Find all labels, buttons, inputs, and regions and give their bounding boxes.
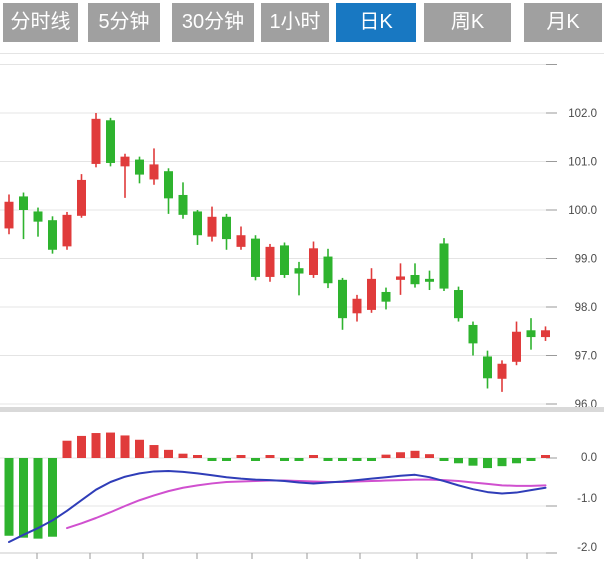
candle-body bbox=[410, 274, 420, 285]
candle-body bbox=[120, 156, 130, 167]
candle-body bbox=[294, 268, 304, 274]
macd-histogram-bar bbox=[338, 458, 347, 461]
macd-histogram-bar bbox=[497, 458, 507, 467]
tab-30min[interactable]: 30分钟 bbox=[172, 3, 254, 42]
price-axis-label: 101.0 bbox=[568, 157, 597, 169]
macd-histogram-bar bbox=[106, 432, 115, 458]
candle-body bbox=[62, 214, 72, 247]
macd-histogram-bar bbox=[512, 458, 521, 464]
tab-monthly-k[interactable]: 月K bbox=[524, 3, 602, 42]
candle-body bbox=[4, 201, 14, 229]
macd-histogram-bar bbox=[309, 455, 318, 458]
candle-body bbox=[19, 196, 28, 210]
macd-histogram-bar bbox=[222, 458, 231, 461]
candle-body bbox=[207, 216, 217, 237]
price-axis-label: 99.0 bbox=[575, 254, 597, 266]
candle-body bbox=[265, 246, 275, 277]
macd-histogram-bar bbox=[541, 455, 550, 458]
macd-histogram-bar bbox=[323, 458, 333, 461]
candle-body bbox=[33, 211, 43, 222]
candle-body bbox=[439, 243, 449, 289]
macd-histogram-bar bbox=[280, 458, 289, 461]
candle-body bbox=[367, 278, 376, 310]
candle-body bbox=[526, 330, 536, 338]
candle-body bbox=[454, 290, 463, 319]
macd-histogram-bar bbox=[91, 433, 101, 458]
candle-body bbox=[483, 356, 492, 379]
candle-body bbox=[425, 278, 434, 282]
macd-histogram-bar bbox=[468, 458, 478, 466]
candle-body bbox=[280, 245, 289, 275]
candle-body bbox=[193, 211, 202, 236]
tab-weekly-k[interactable]: 周K bbox=[424, 3, 511, 42]
candle-body bbox=[251, 238, 260, 277]
tab-fenshixian[interactable]: 分时线 bbox=[3, 3, 78, 42]
macd-histogram-bar bbox=[381, 454, 391, 458]
macd-axis-label: -1.0 bbox=[577, 493, 597, 505]
macd-histogram-bar bbox=[48, 458, 57, 537]
macd-histogram-bar bbox=[33, 458, 43, 539]
macd-histogram-bar bbox=[410, 450, 420, 458]
candle-body bbox=[338, 279, 347, 319]
price-axis-label: 98.0 bbox=[575, 302, 597, 314]
candle-body bbox=[323, 256, 333, 284]
macd-histogram-bar bbox=[149, 445, 159, 458]
macd-histogram-bar bbox=[265, 455, 275, 458]
candle-body bbox=[541, 330, 550, 338]
macd-histogram-bar bbox=[425, 454, 434, 458]
macd-histogram-bar bbox=[135, 439, 144, 458]
macd-histogram-bar bbox=[367, 458, 376, 461]
candle-body bbox=[497, 363, 507, 379]
macd-histogram-bar bbox=[396, 452, 405, 458]
kline-macd-svg: 102.0101.0100.099.098.097.096.00.0-1.0-2… bbox=[0, 53, 604, 559]
price-axis-label: 102.0 bbox=[568, 108, 597, 120]
tab-daily-k[interactable]: 日K bbox=[336, 3, 416, 42]
candle-body bbox=[135, 159, 144, 175]
candle-body bbox=[164, 171, 173, 199]
macd-histogram-bar bbox=[164, 449, 173, 458]
price-axis-label: 100.0 bbox=[568, 205, 597, 217]
timeframe-tab-bar: 分时线 5分钟 30分钟 1小时 日K 周K 月K bbox=[3, 3, 602, 42]
dea-line bbox=[66, 478, 547, 530]
candle-body bbox=[381, 291, 391, 302]
macd-axis-label: 0.0 bbox=[581, 452, 597, 464]
candle-body bbox=[396, 276, 405, 280]
macd-histogram-bar bbox=[526, 458, 536, 461]
candle-body bbox=[468, 324, 478, 344]
macd-histogram-bar bbox=[251, 458, 260, 461]
macd-histogram-bar bbox=[352, 458, 362, 461]
macd-histogram-bar bbox=[77, 435, 86, 458]
candle-body bbox=[149, 164, 159, 180]
candle-body bbox=[48, 220, 57, 250]
macd-histogram-bar bbox=[439, 458, 449, 461]
macd-histogram-bar bbox=[454, 458, 463, 464]
candle-body bbox=[309, 248, 318, 275]
macd-histogram-bar bbox=[207, 458, 217, 461]
macd-axis-label: -2.0 bbox=[577, 542, 597, 554]
tab-1hour[interactable]: 1小时 bbox=[261, 3, 329, 42]
candle-body bbox=[512, 331, 521, 362]
kline-chart[interactable]: 102.0 101.0 100.0 99.0 98.0 97.0 96.0 0.0 -1.0 -2… bbox=[0, 53, 604, 559]
candle-body bbox=[352, 298, 362, 314]
candle-body bbox=[91, 118, 101, 164]
dif-line bbox=[8, 469, 547, 543]
candle-body bbox=[106, 120, 115, 163]
macd-histogram-bar bbox=[236, 455, 246, 458]
price-axis-label: 97.0 bbox=[575, 351, 597, 363]
macd-histogram-bar bbox=[120, 435, 130, 458]
macd-histogram-bar bbox=[483, 458, 492, 469]
macd-histogram-bar bbox=[62, 440, 72, 458]
macd-histogram-bar bbox=[178, 453, 188, 458]
macd-histogram-bar bbox=[193, 455, 202, 458]
macd-histogram-bar bbox=[19, 458, 28, 538]
candle-body bbox=[178, 194, 188, 215]
candle-body bbox=[222, 216, 231, 240]
macd-histogram-bar bbox=[294, 458, 304, 461]
candle-body bbox=[77, 179, 86, 216]
tab-5min[interactable]: 5分钟 bbox=[88, 3, 160, 42]
macd-histogram-bar bbox=[4, 458, 14, 536]
candle-body bbox=[236, 235, 246, 247]
